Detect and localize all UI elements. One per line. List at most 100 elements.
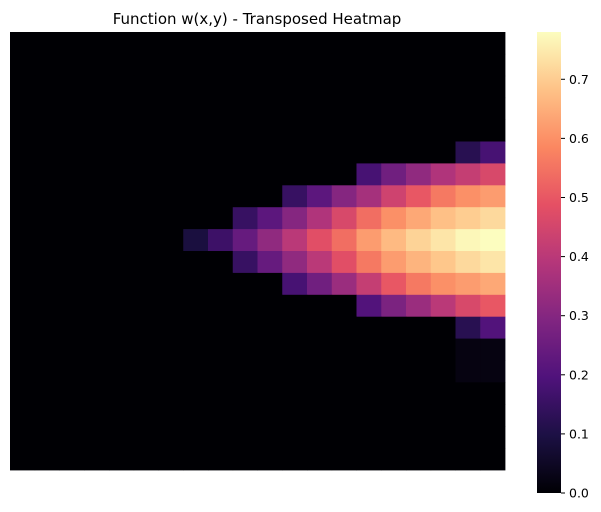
- heatmap-cell: [480, 404, 506, 427]
- heatmap-cell: [109, 360, 135, 383]
- heatmap-cell: [430, 229, 456, 252]
- heatmap-cell: [133, 448, 159, 471]
- heatmap-cell: [84, 97, 110, 120]
- heatmap-cell: [455, 448, 481, 471]
- heatmap-cell: [183, 119, 209, 142]
- heatmap-cell: [109, 251, 135, 274]
- heatmap-cell: [356, 185, 382, 208]
- heatmap-cell: [480, 97, 506, 120]
- heatmap-cell: [34, 207, 60, 230]
- heatmap-cell: [307, 185, 333, 208]
- heatmap-cell: [208, 141, 234, 164]
- heatmap-cell: [406, 163, 432, 186]
- heatmap-cell: [430, 32, 456, 55]
- heatmap-cell: [232, 448, 258, 471]
- heatmap-cell: [183, 272, 209, 296]
- heatmap-cell: [84, 207, 110, 230]
- heatmap-cell: [257, 119, 283, 142]
- heatmap-cell: [158, 97, 184, 120]
- heatmap-cell: [10, 97, 36, 120]
- heatmap-cell: [34, 229, 60, 252]
- heatmap-cell: [84, 251, 110, 274]
- heatmap-cell: [356, 75, 382, 99]
- heatmap-cell: [331, 316, 357, 339]
- heatmap-cell: [84, 404, 110, 427]
- heatmap-cell: [331, 163, 357, 186]
- heatmap-cell: [158, 251, 184, 274]
- heatmap-cell: [232, 75, 258, 99]
- heatmap-cell: [133, 272, 159, 296]
- heatmap-cell: [331, 53, 357, 77]
- heatmap-cell: [59, 53, 85, 77]
- heatmap-cell: [480, 119, 506, 142]
- chart-title: Function w(x,y) - Transposed Heatmap: [113, 10, 402, 28]
- heatmap-cell: [208, 404, 234, 427]
- heatmap-cell: [208, 448, 234, 471]
- heatmap-cell: [455, 272, 481, 296]
- heatmap-cell: [282, 229, 308, 252]
- heatmap-cell: [84, 338, 110, 361]
- heatmap-cell: [59, 32, 85, 55]
- heatmap-cell: [34, 251, 60, 274]
- heatmap-cell: [480, 75, 506, 99]
- colorbar: [537, 32, 561, 493]
- heatmap-cell: [257, 382, 283, 405]
- heatmap-cell: [406, 97, 432, 120]
- heatmap-cell: [133, 338, 159, 361]
- heatmap-cell: [59, 316, 85, 339]
- heatmap-cell: [356, 448, 382, 471]
- heatmap-cell: [455, 382, 481, 405]
- heatmap-cell: [307, 229, 333, 252]
- heatmap-cell: [208, 163, 234, 186]
- heatmap-cell: [208, 272, 234, 296]
- heatmap-cell: [59, 338, 85, 361]
- heatmap-cell: [109, 185, 135, 208]
- heatmap-cell: [307, 272, 333, 296]
- heatmap-cell: [455, 119, 481, 142]
- heatmap-cell: [109, 272, 135, 296]
- heatmap-cell: [430, 141, 456, 164]
- colorbar-tick-label: 0.6: [569, 131, 589, 146]
- heatmap-cell: [257, 316, 283, 339]
- heatmap-cell: [133, 316, 159, 339]
- heatmap-cell: [257, 448, 283, 471]
- heatmap-cell: [109, 119, 135, 142]
- heatmap-cell: [133, 382, 159, 405]
- heatmap-cell: [331, 141, 357, 164]
- heatmap-cell: [331, 207, 357, 230]
- heatmap-cell: [208, 382, 234, 405]
- heatmap-cell: [455, 53, 481, 77]
- heatmap-cell: [257, 97, 283, 120]
- heatmap-cell: [381, 294, 407, 318]
- heatmap-cell: [331, 251, 357, 274]
- heatmap-cell: [34, 75, 60, 99]
- heatmap-cell: [356, 338, 382, 361]
- heatmap-cell: [480, 316, 506, 339]
- heatmap-cell: [84, 229, 110, 252]
- heatmap-cell: [232, 316, 258, 339]
- heatmap-cell: [282, 163, 308, 186]
- heatmap-cell: [34, 404, 60, 427]
- heatmap-cell: [133, 207, 159, 230]
- heatmap-cell: [430, 382, 456, 405]
- heatmap-cell: [158, 426, 184, 449]
- heatmap-cell: [158, 185, 184, 208]
- heatmap-cell: [183, 360, 209, 383]
- heatmap-cell: [282, 426, 308, 449]
- heatmap-cell: [84, 426, 110, 449]
- heatmap-cell: [257, 75, 283, 99]
- colorbar-ticks: 0.0 0.1 0.2 0.3 0.4 0.5 0.6 0.7: [561, 72, 589, 501]
- heatmap-cell: [430, 185, 456, 208]
- heatmap-cell: [381, 251, 407, 274]
- heatmap-cell: [208, 75, 234, 99]
- heatmap-cell: [109, 404, 135, 427]
- heatmap-cell: [430, 272, 456, 296]
- heatmap-cell: [406, 404, 432, 427]
- heatmap-cell: [307, 207, 333, 230]
- heatmap-cell: [356, 426, 382, 449]
- heatmap-cell: [109, 448, 135, 471]
- heatmap-cell: [480, 229, 506, 252]
- heatmap-cell: [381, 382, 407, 405]
- heatmap-cell: [183, 426, 209, 449]
